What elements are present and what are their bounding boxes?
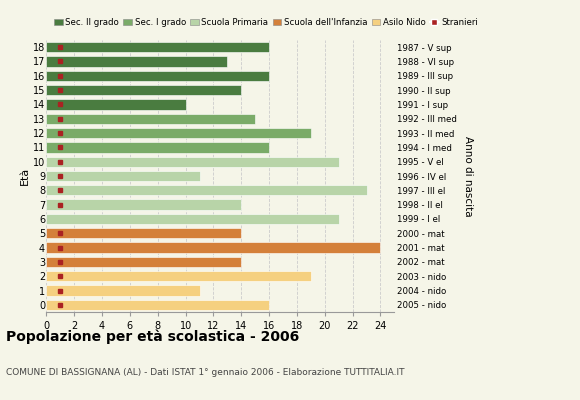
Bar xyxy=(46,71,269,81)
Bar xyxy=(46,271,311,281)
Bar xyxy=(46,114,255,124)
Bar xyxy=(46,128,311,138)
Text: Popolazione per età scolastica - 2006: Popolazione per età scolastica - 2006 xyxy=(6,330,299,344)
Bar xyxy=(46,185,367,196)
Bar xyxy=(46,285,200,296)
Bar xyxy=(46,85,241,95)
Bar xyxy=(46,300,269,310)
Bar xyxy=(46,214,339,224)
Bar xyxy=(46,171,200,181)
Bar xyxy=(46,200,241,210)
Bar xyxy=(46,99,186,110)
Legend: Sec. II grado, Sec. I grado, Scuola Primaria, Scuola dell'Infanzia, Asilo Nido, : Sec. II grado, Sec. I grado, Scuola Prim… xyxy=(50,14,481,30)
Text: COMUNE DI BASSIGNANA (AL) - Dati ISTAT 1° gennaio 2006 - Elaborazione TUTTITALIA: COMUNE DI BASSIGNANA (AL) - Dati ISTAT 1… xyxy=(6,368,404,377)
Bar xyxy=(46,156,339,167)
Bar xyxy=(46,56,227,67)
Bar xyxy=(46,228,241,238)
Y-axis label: Età: Età xyxy=(20,167,30,185)
Bar xyxy=(46,42,269,52)
Bar xyxy=(46,242,380,253)
Bar xyxy=(46,142,269,152)
Bar xyxy=(46,257,241,267)
Y-axis label: Anno di nascita: Anno di nascita xyxy=(463,136,473,216)
